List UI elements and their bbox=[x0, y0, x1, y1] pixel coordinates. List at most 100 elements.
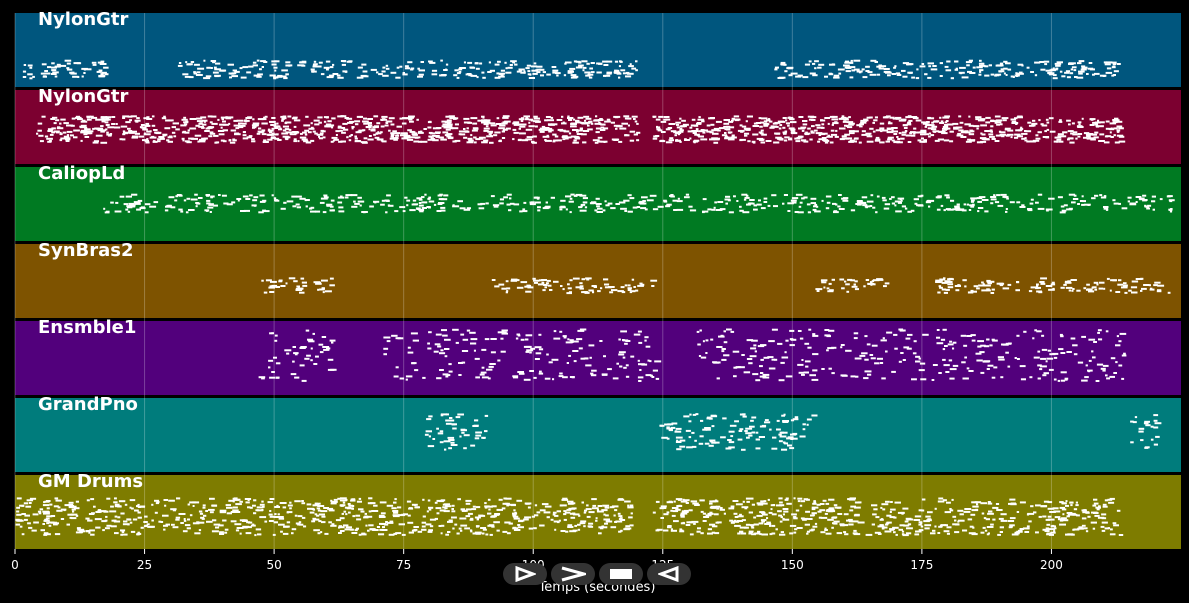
note bbox=[238, 124, 246, 127]
note bbox=[768, 511, 773, 514]
note bbox=[898, 132, 902, 135]
note bbox=[1034, 74, 1038, 77]
note bbox=[283, 525, 290, 528]
note bbox=[306, 503, 312, 506]
note bbox=[356, 115, 362, 118]
note bbox=[703, 516, 710, 518]
note bbox=[855, 203, 861, 205]
note bbox=[54, 533, 61, 536]
note bbox=[625, 75, 632, 78]
note bbox=[850, 59, 853, 62]
note bbox=[625, 364, 629, 367]
note bbox=[604, 120, 611, 123]
note bbox=[306, 141, 310, 144]
note bbox=[567, 524, 573, 527]
stop-button[interactable] bbox=[599, 563, 643, 585]
note bbox=[838, 194, 842, 196]
note bbox=[474, 531, 482, 534]
note bbox=[483, 127, 490, 130]
note bbox=[780, 531, 784, 534]
note bbox=[906, 347, 912, 350]
note bbox=[586, 504, 589, 507]
note bbox=[783, 442, 788, 445]
note bbox=[793, 497, 796, 500]
note bbox=[915, 355, 921, 358]
note bbox=[39, 508, 44, 511]
note bbox=[991, 138, 996, 140]
note bbox=[619, 517, 623, 520]
rewind-button[interactable] bbox=[647, 563, 691, 585]
note bbox=[533, 62, 537, 65]
note bbox=[24, 518, 28, 521]
note bbox=[567, 500, 574, 503]
note bbox=[520, 71, 526, 74]
note bbox=[598, 62, 603, 65]
note bbox=[932, 364, 938, 366]
note bbox=[253, 74, 261, 77]
note bbox=[99, 63, 107, 65]
note bbox=[297, 140, 300, 143]
note bbox=[1113, 202, 1119, 205]
note bbox=[949, 377, 955, 380]
note bbox=[1062, 131, 1068, 134]
note bbox=[757, 530, 761, 533]
note bbox=[281, 69, 288, 72]
forward-button[interactable] bbox=[551, 563, 595, 585]
note bbox=[1110, 357, 1116, 360]
note bbox=[695, 128, 699, 131]
note bbox=[710, 338, 714, 341]
note bbox=[728, 507, 735, 510]
note bbox=[826, 335, 831, 338]
note bbox=[691, 445, 697, 448]
note bbox=[700, 419, 704, 422]
note bbox=[292, 205, 297, 208]
note bbox=[509, 197, 512, 200]
note bbox=[44, 518, 48, 521]
note bbox=[362, 70, 367, 73]
note bbox=[964, 508, 972, 510]
note bbox=[811, 125, 815, 128]
note bbox=[671, 426, 676, 429]
note bbox=[813, 205, 818, 208]
note bbox=[294, 353, 298, 356]
note bbox=[406, 138, 414, 141]
note bbox=[104, 73, 109, 76]
note bbox=[939, 286, 943, 289]
play-button[interactable] bbox=[503, 563, 547, 585]
note bbox=[556, 139, 562, 142]
note bbox=[528, 77, 535, 79]
note bbox=[46, 515, 53, 518]
note bbox=[883, 68, 890, 70]
note bbox=[785, 122, 790, 125]
note bbox=[260, 60, 266, 63]
note bbox=[653, 115, 656, 118]
note bbox=[458, 130, 465, 133]
note bbox=[323, 66, 330, 69]
note bbox=[932, 125, 938, 128]
note bbox=[981, 281, 984, 284]
note bbox=[394, 137, 398, 139]
note bbox=[832, 122, 839, 125]
note bbox=[764, 419, 769, 422]
note bbox=[213, 134, 219, 137]
note bbox=[522, 208, 526, 211]
note bbox=[1057, 517, 1061, 520]
note bbox=[954, 531, 960, 534]
note bbox=[1007, 520, 1015, 522]
note bbox=[843, 64, 850, 67]
note bbox=[37, 122, 43, 125]
note bbox=[671, 507, 679, 509]
note bbox=[114, 515, 118, 518]
note bbox=[49, 133, 54, 136]
note bbox=[879, 65, 887, 68]
note bbox=[293, 352, 299, 355]
note bbox=[156, 500, 160, 503]
note bbox=[499, 139, 502, 142]
note bbox=[874, 61, 878, 63]
note bbox=[1081, 195, 1084, 198]
note bbox=[614, 60, 619, 63]
note bbox=[839, 127, 846, 130]
note bbox=[1066, 515, 1070, 518]
note bbox=[1104, 527, 1109, 530]
note bbox=[848, 122, 855, 125]
